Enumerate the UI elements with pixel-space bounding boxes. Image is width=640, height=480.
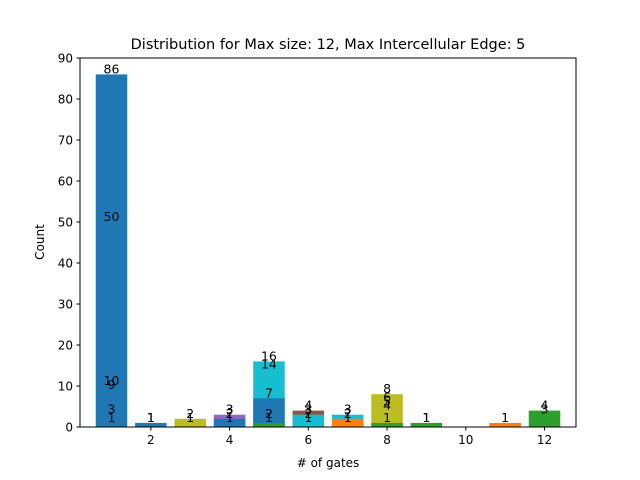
bar-7-11 [331, 418, 364, 427]
data-label-33: 4 [541, 398, 549, 413]
data-label-13: 16 [261, 348, 277, 363]
plot-frame [79, 57, 577, 428]
bar-2-1 [135, 422, 167, 427]
data-label-8: 2 [186, 406, 194, 421]
data-label-27: 5 [383, 394, 391, 409]
data-label-17: 1 [265, 410, 273, 425]
x-tick-label-4: 4 [226, 433, 234, 447]
data-label-21: 1 [304, 410, 312, 425]
x-tick-label-2: 2 [147, 433, 155, 447]
data-label-25: 8 [383, 381, 391, 396]
data-label-3: 9 [108, 377, 116, 392]
data-label-1: 50 [104, 209, 120, 224]
data-label-28: 4 [383, 398, 391, 413]
bar-3-2 [174, 418, 206, 427]
data-label-0: 86 [104, 61, 120, 76]
bar-4-4 [213, 418, 246, 427]
data-label-12: 1 [226, 410, 234, 425]
data-label-18: 4 [304, 398, 312, 413]
data-label-22: 3 [344, 402, 352, 417]
bar-8-13 [371, 422, 403, 427]
y-tick-label-70: 70 [58, 134, 73, 148]
x-axis: 2 4 6 8 10 12 [147, 427, 552, 447]
y-axis-label: Count [33, 224, 47, 260]
data-label-31: 1 [422, 410, 430, 425]
bars-layer [95, 74, 561, 428]
bar-1-0 [95, 74, 128, 428]
data-label-4: 3 [108, 402, 116, 417]
x-tick-label-6: 6 [304, 433, 312, 447]
x-tick-label-8: 8 [383, 433, 391, 447]
data-label-34: 3 [541, 402, 549, 417]
y-tick-label-10: 10 [58, 380, 73, 394]
x-tick-label-10: 10 [458, 433, 473, 447]
y-tick-label-20: 20 [58, 339, 73, 353]
data-label-16: 2 [265, 406, 273, 421]
data-label-15: 7 [265, 385, 273, 400]
data-label-5: 1 [108, 410, 116, 425]
data-label-19: 3 [304, 402, 312, 417]
x-tick-label-12: 12 [537, 433, 552, 447]
bar-9-14 [410, 422, 443, 427]
bar-11-15 [489, 422, 521, 427]
y-tick-label-40: 40 [58, 257, 73, 271]
y-tick-label-60: 60 [58, 175, 73, 189]
data-label-32: 1 [501, 410, 509, 425]
data-label-9: 1 [186, 410, 194, 425]
data-label-11: 2 [226, 406, 234, 421]
data-label-29: 1 [383, 410, 391, 425]
y-tick-label-80: 80 [58, 93, 73, 107]
y-tick-label-50: 50 [58, 216, 73, 230]
bar-8-12 [371, 394, 403, 427]
y-tick-label-0: 0 [65, 421, 73, 435]
bar-6-9 [292, 414, 325, 427]
bar-12-16 [528, 410, 561, 427]
data-label-6: 1 [147, 410, 155, 425]
data-label-2: 10 [104, 373, 120, 388]
y-tick-label-90: 90 [58, 52, 73, 66]
data-label-14: 14 [261, 357, 277, 372]
data-label-7: 1 [147, 410, 155, 425]
data-label-20: 2 [304, 406, 312, 421]
y-axis: 0 10 20 30 40 50 60 70 80 90 [58, 52, 80, 435]
chart-title: Distribution for Max size: 12, Max Inter… [131, 37, 526, 53]
data-label-24: 1 [344, 410, 352, 425]
data-label-26: 6 [383, 389, 391, 404]
bar-5-6 [253, 398, 285, 427]
bar-5-7 [253, 422, 285, 427]
data-label-10: 3 [226, 402, 234, 417]
x-axis-label: # of gates [297, 456, 360, 470]
data-label-30: 1 [422, 410, 430, 425]
y-tick-label-30: 30 [58, 298, 73, 312]
data-label-23: 2 [344, 406, 352, 421]
